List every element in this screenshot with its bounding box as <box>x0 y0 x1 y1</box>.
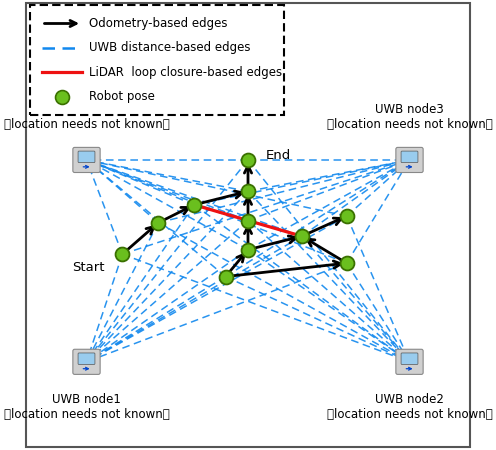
Text: UWB node1
（location needs not known）: UWB node1 （location needs not known） <box>3 393 169 421</box>
Text: UWB node2
（location needs not known）: UWB node2 （location needs not known） <box>327 393 493 421</box>
Text: UWB distance-based edges: UWB distance-based edges <box>89 41 250 54</box>
Text: Odometry-based edges: Odometry-based edges <box>89 17 227 30</box>
Text: Robot pose: Robot pose <box>89 90 155 103</box>
Text: LiDAR  loop closure-based edges: LiDAR loop closure-based edges <box>89 66 282 79</box>
Text: UWB node4
（location needs not known）: UWB node4 （location needs not known） <box>3 104 169 131</box>
Text: End: End <box>266 149 291 162</box>
FancyBboxPatch shape <box>401 353 418 364</box>
FancyBboxPatch shape <box>401 151 418 162</box>
FancyBboxPatch shape <box>78 353 95 364</box>
FancyBboxPatch shape <box>30 5 284 115</box>
Text: Start: Start <box>72 261 105 274</box>
FancyBboxPatch shape <box>78 151 95 162</box>
FancyBboxPatch shape <box>396 349 423 374</box>
FancyBboxPatch shape <box>73 148 100 172</box>
FancyBboxPatch shape <box>396 148 423 172</box>
Text: UWB node3
（location needs not known）: UWB node3 （location needs not known） <box>327 104 493 131</box>
FancyBboxPatch shape <box>73 349 100 374</box>
